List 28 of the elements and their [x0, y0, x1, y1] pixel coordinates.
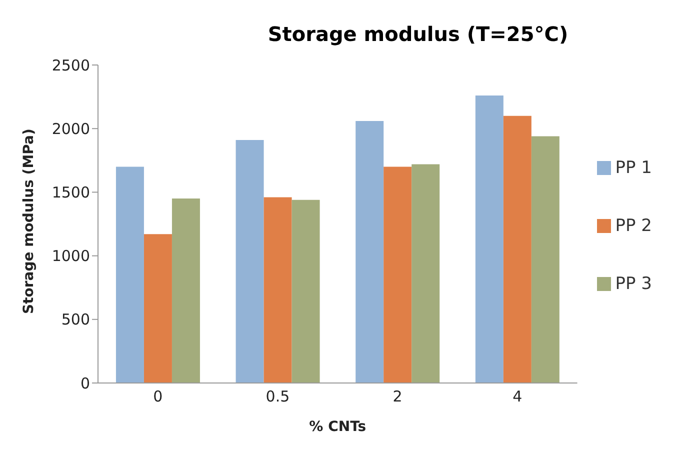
y-tick-label: 0 — [80, 374, 90, 392]
bar — [356, 120, 384, 383]
bar — [172, 198, 200, 383]
y-tick-label: 2000 — [52, 120, 90, 138]
x-tick-label: 2 — [392, 388, 402, 406]
y-tick-label: 2500 — [52, 56, 90, 74]
bar — [292, 200, 320, 383]
x-tick-label: 0.5 — [266, 388, 290, 406]
x-axis-title: % CNTs — [309, 419, 366, 435]
bar — [503, 116, 532, 383]
legend-label: PP 2 — [615, 216, 652, 236]
bar — [531, 136, 560, 383]
legend-label: PP 1 — [615, 158, 652, 178]
bar — [264, 197, 292, 383]
y-tick-label: 1000 — [52, 247, 90, 266]
bar — [236, 140, 264, 383]
legend-label: PP 3 — [615, 274, 652, 294]
bar — [412, 164, 440, 383]
y-axis-title: Storage modulus (MPa) — [20, 128, 37, 314]
x-tick-label: 0 — [153, 388, 163, 406]
chart-title: Storage modulus (T=25°C) — [266, 22, 570, 46]
bar — [384, 166, 412, 383]
bar — [475, 96, 504, 383]
bar — [116, 166, 144, 383]
y-tick-label: 500 — [61, 310, 90, 329]
x-tick-label: 4 — [512, 388, 522, 406]
y-tick-label: 1500 — [52, 184, 90, 202]
bar — [144, 234, 172, 383]
